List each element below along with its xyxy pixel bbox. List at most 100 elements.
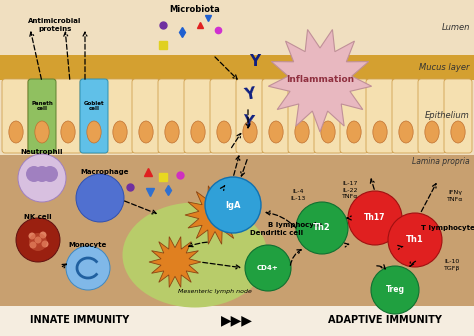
Polygon shape bbox=[185, 186, 245, 244]
Ellipse shape bbox=[139, 121, 153, 143]
FancyBboxPatch shape bbox=[106, 79, 134, 153]
Circle shape bbox=[388, 213, 442, 267]
Circle shape bbox=[29, 242, 36, 249]
Text: Epithelium: Epithelium bbox=[425, 111, 470, 120]
Ellipse shape bbox=[373, 121, 387, 143]
FancyBboxPatch shape bbox=[262, 79, 290, 153]
FancyBboxPatch shape bbox=[418, 79, 446, 153]
Text: IL-4
IL-13: IL-4 IL-13 bbox=[290, 190, 306, 201]
Ellipse shape bbox=[451, 121, 465, 143]
FancyBboxPatch shape bbox=[210, 79, 238, 153]
FancyBboxPatch shape bbox=[28, 79, 56, 153]
FancyBboxPatch shape bbox=[444, 79, 472, 153]
Text: Treg: Treg bbox=[385, 286, 404, 294]
FancyBboxPatch shape bbox=[392, 79, 420, 153]
FancyBboxPatch shape bbox=[80, 79, 108, 153]
FancyBboxPatch shape bbox=[184, 79, 212, 153]
Circle shape bbox=[28, 233, 36, 240]
Text: Th2: Th2 bbox=[313, 223, 331, 233]
Text: Th17: Th17 bbox=[364, 213, 386, 222]
Text: Y: Y bbox=[242, 114, 254, 130]
Text: Y: Y bbox=[249, 54, 261, 70]
FancyBboxPatch shape bbox=[236, 79, 264, 153]
Ellipse shape bbox=[425, 121, 439, 143]
Circle shape bbox=[26, 166, 42, 182]
Text: Macrophage: Macrophage bbox=[81, 169, 129, 175]
Text: Neutrophil: Neutrophil bbox=[21, 149, 63, 155]
Ellipse shape bbox=[243, 121, 257, 143]
Text: Paneth
cell: Paneth cell bbox=[31, 100, 53, 112]
FancyBboxPatch shape bbox=[28, 79, 56, 153]
Ellipse shape bbox=[347, 121, 361, 143]
Circle shape bbox=[16, 218, 60, 262]
Text: Dendritic cell: Dendritic cell bbox=[250, 230, 303, 236]
FancyBboxPatch shape bbox=[314, 79, 342, 153]
Circle shape bbox=[42, 241, 48, 248]
Ellipse shape bbox=[35, 121, 49, 143]
Text: Mucus layer: Mucus layer bbox=[419, 62, 470, 72]
Circle shape bbox=[348, 191, 402, 245]
Text: IgA: IgA bbox=[225, 201, 241, 210]
Text: Y: Y bbox=[243, 87, 257, 103]
Circle shape bbox=[34, 166, 50, 182]
Polygon shape bbox=[268, 30, 372, 132]
Circle shape bbox=[35, 237, 42, 244]
Text: IFNγ
TNFα: IFNγ TNFα bbox=[447, 191, 463, 202]
Ellipse shape bbox=[87, 121, 101, 143]
Ellipse shape bbox=[9, 121, 23, 143]
Bar bbox=[0, 0, 474, 55]
Ellipse shape bbox=[87, 121, 101, 143]
Circle shape bbox=[371, 266, 419, 314]
Ellipse shape bbox=[399, 121, 413, 143]
FancyBboxPatch shape bbox=[340, 79, 368, 153]
Text: NK cell: NK cell bbox=[24, 214, 52, 220]
Ellipse shape bbox=[269, 121, 283, 143]
Text: CD4+: CD4+ bbox=[257, 265, 279, 271]
Text: Mesenteric lymph node: Mesenteric lymph node bbox=[178, 290, 252, 294]
Ellipse shape bbox=[295, 121, 309, 143]
Text: Lumen: Lumen bbox=[442, 24, 470, 33]
Circle shape bbox=[29, 233, 47, 251]
Text: Inflammation: Inflammation bbox=[286, 76, 354, 84]
Polygon shape bbox=[149, 237, 201, 287]
FancyBboxPatch shape bbox=[54, 79, 82, 153]
Text: IL-10
TGFβ: IL-10 TGFβ bbox=[444, 259, 460, 270]
Bar bbox=[0, 55, 474, 80]
Circle shape bbox=[42, 166, 58, 182]
Ellipse shape bbox=[217, 121, 231, 143]
FancyBboxPatch shape bbox=[132, 79, 160, 153]
Text: INNATE IMMUNITY: INNATE IMMUNITY bbox=[30, 315, 129, 325]
Text: IL-17
IL-22
TNFα: IL-17 IL-22 TNFα bbox=[342, 181, 358, 199]
Circle shape bbox=[296, 202, 348, 254]
Text: Monocyte: Monocyte bbox=[69, 242, 107, 248]
Circle shape bbox=[205, 177, 261, 233]
Text: Lamina propria: Lamina propria bbox=[412, 158, 470, 167]
Ellipse shape bbox=[113, 121, 127, 143]
Circle shape bbox=[39, 232, 46, 239]
Text: T lymphocyte: T lymphocyte bbox=[421, 225, 474, 231]
Ellipse shape bbox=[35, 121, 49, 143]
FancyBboxPatch shape bbox=[80, 79, 108, 153]
Bar bbox=[0, 306, 474, 336]
Ellipse shape bbox=[122, 203, 267, 307]
Text: Goblet
cell: Goblet cell bbox=[84, 100, 104, 112]
Ellipse shape bbox=[165, 121, 179, 143]
FancyBboxPatch shape bbox=[288, 79, 316, 153]
Circle shape bbox=[66, 246, 110, 290]
FancyBboxPatch shape bbox=[2, 79, 30, 153]
Circle shape bbox=[245, 245, 291, 291]
Circle shape bbox=[18, 154, 66, 202]
Text: Microbiota: Microbiota bbox=[170, 5, 220, 14]
Text: ADAPTIVE IMMUNITY: ADAPTIVE IMMUNITY bbox=[328, 315, 442, 325]
Text: Antimicrobial
proteins: Antimicrobial proteins bbox=[28, 18, 82, 32]
Ellipse shape bbox=[61, 121, 75, 143]
Ellipse shape bbox=[321, 121, 335, 143]
FancyBboxPatch shape bbox=[366, 79, 394, 153]
Text: B lymphocyte: B lymphocyte bbox=[268, 222, 322, 228]
Bar bbox=[0, 80, 474, 155]
Text: Th1: Th1 bbox=[406, 236, 424, 245]
Text: ▶▶▶: ▶▶▶ bbox=[221, 313, 253, 327]
Ellipse shape bbox=[191, 121, 205, 143]
FancyBboxPatch shape bbox=[158, 79, 186, 153]
Circle shape bbox=[76, 174, 124, 222]
